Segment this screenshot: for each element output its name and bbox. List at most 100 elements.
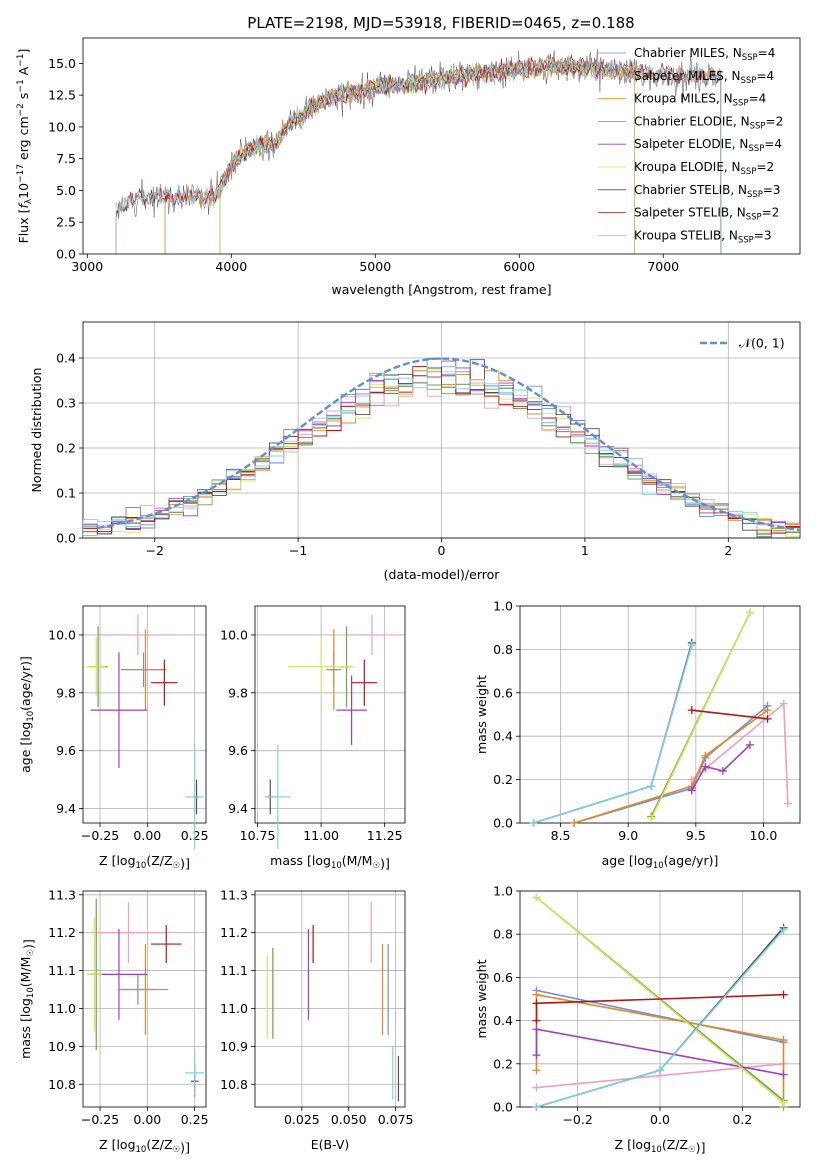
z-age-frame xyxy=(82,605,207,824)
z-age-ytick-label: 9.4 xyxy=(56,801,76,816)
z-weight-marker-salpeter-elodie xyxy=(779,1070,788,1079)
residuals-xtick-label: −1 xyxy=(289,543,307,558)
spectrum-legend: Chabrier MILES, NSSP=4 Salpeter MILES, NS… xyxy=(598,46,783,245)
residuals-frame xyxy=(82,321,801,539)
age-weight-ytick-label: 0.6 xyxy=(493,685,513,700)
spectrum-xtick-label: 4000 xyxy=(215,259,247,274)
z-mass-ylabel: mass [log10(M/M☉)] xyxy=(18,939,36,1059)
mass-age-ytick-label: 9.8 xyxy=(228,685,248,700)
z-weight-xtick-label: −0.2 xyxy=(562,1112,592,1127)
age-weight-line-salpeter-miles xyxy=(691,701,789,804)
legend-label-kroupa-elodie: Kroupa ELODIE, NSSP=2 xyxy=(634,160,774,177)
spectrum-ytick-label: 10.0 xyxy=(48,119,76,134)
z-mass-xtick-label: −0.25 xyxy=(81,1112,119,1127)
spectrum-xtick-label: 7000 xyxy=(647,259,679,274)
z-weight-ytick-label: 1.0 xyxy=(493,884,513,899)
z-mass-xlabel: Z [log10(Z/Z☉)] xyxy=(99,1137,190,1155)
z-age-chart: −0.25 0.00 0.259.49.69.810.0Z [log10(Z/Z☉)… xyxy=(18,605,209,871)
z-weight-marker-salpeter-miles xyxy=(532,1083,541,1092)
ebv-mass-ytick-label: 10.9 xyxy=(220,1039,248,1054)
residuals-ylabel: Normed distribution xyxy=(29,368,44,493)
spectrum-ytick-label: 15.0 xyxy=(48,56,76,71)
age-weight-marker-kroupa-miles xyxy=(763,706,772,715)
residuals-xtick-label: −2 xyxy=(145,543,163,558)
age-weight-ytick-label: 0.2 xyxy=(493,772,513,787)
spectrum-chart: 3000 4000 5000 6000 7000 0.0 2.5 5.0 7.5 10.0 12.5… xyxy=(16,37,801,297)
z-weight-marker-salpeter-elodie xyxy=(532,1025,541,1034)
age-weight-xtick-label: 10.0 xyxy=(750,828,778,843)
z-weight-xtick-label: 0.0 xyxy=(650,1112,670,1127)
z-mass-ytick-label: 11.1 xyxy=(48,963,76,978)
z-weight-xtick-label: 0.2 xyxy=(732,1112,752,1127)
age-weight-marker-salpeter-elodie xyxy=(687,786,696,795)
spectrum-ylabel: Flux [fλ10−17 erg cm−2 s−1 A−1] xyxy=(16,49,34,244)
age-weight-marker-kroupa-miles xyxy=(701,751,710,760)
z-weight-marker-kroupa-miles xyxy=(532,1066,541,1075)
z-weight-marker-kroupa-elodie xyxy=(779,1098,788,1107)
legend-label-kroupa-miles: Kroupa MILES, NSSP=4 xyxy=(634,92,766,109)
z-weight-marker-salpeter-stelib xyxy=(532,999,541,1008)
age-weight-xlabel: age [log10(age/yr)] xyxy=(602,853,719,871)
z-mass-ytick-label: 10.8 xyxy=(48,1077,76,1092)
ebv-mass-ytick-label: 11.2 xyxy=(220,925,248,940)
spectrum-line-salpeter-stelib xyxy=(115,54,722,254)
figure-title: PLATE=2198, MJD=53918, FIBERID=0465, z=0… xyxy=(247,14,634,32)
ebv-mass-grid xyxy=(255,891,405,1107)
z-weight-chart: −0.2 0.0 0.2 0.0 0.2 0.4 0.6 0.8 1.0 Z [log10(Z/Z… xyxy=(474,884,801,1155)
spectrum-xtick-label: 5000 xyxy=(359,259,391,274)
z-weight-ytick-label: 0.6 xyxy=(493,970,513,985)
z-weight-ytick-label: 0.4 xyxy=(493,1013,513,1028)
z-age-ylabel: age [log10(age/yr)] xyxy=(18,656,36,773)
ebv-mass-frame xyxy=(254,890,406,1108)
z-mass-xtick-label: 0.25 xyxy=(181,1112,209,1127)
ebv-mass-ytick-label: 11.0 xyxy=(220,1001,248,1016)
ebv-mass-ytick-label: 11.3 xyxy=(220,887,248,902)
z-weight-marker-kroupa-miles xyxy=(532,990,541,999)
residuals-ytick-label: 0.0 xyxy=(56,531,76,546)
age-weight-ytick-label: 0.4 xyxy=(493,729,513,744)
spectrum-ytick-label: 5.0 xyxy=(56,183,76,198)
z-weight-ytick-label: 0.0 xyxy=(493,1100,513,1115)
z-weight-line-chabrier-miles xyxy=(536,989,784,1043)
mass-age-xlabel: mass [log10(M/M☉)] xyxy=(270,853,390,871)
age-weight-marker-salpeter-stelib xyxy=(763,714,772,723)
z-mass-chart: −0.25 0.00 0.25 10.8 10.9 11.0 11.1 11.2 11.3 Z [… xyxy=(18,887,209,1155)
age-weight-xtick-label: 9.5 xyxy=(686,828,706,843)
residuals-xtick-label: 2 xyxy=(724,543,732,558)
mass-age-frame xyxy=(254,605,406,824)
age-weight-marker-kroupa-stelib xyxy=(529,819,538,827)
z-age-ytick-label: 9.8 xyxy=(56,685,76,700)
z-age-ytick-label: 10.0 xyxy=(48,627,76,642)
ebv-mass-xtick-label: 0.025 xyxy=(284,1112,320,1127)
age-weight-chart: 8.5 9.0 9.5 10.0 0.0 0.2 0.4 0.6 0.8 1.0 age [log1… xyxy=(474,599,801,871)
age-weight-line-kroupa-elodie xyxy=(650,612,751,820)
age-weight-frame xyxy=(519,605,801,824)
mass-age-ytick-label: 9.6 xyxy=(228,743,248,758)
age-weight-marker-kroupa-stelib xyxy=(687,641,696,650)
z-weight-marker-salpeter-stelib xyxy=(532,1016,541,1025)
spectrum-xlabel: wavelength [Angstrom, rest frame] xyxy=(331,282,551,297)
z-mass-ytick-label: 11.3 xyxy=(48,887,76,902)
legend-label-chabrier-elodie: Chabrier ELODIE, NSSP=2 xyxy=(634,114,783,131)
age-weight-marker-kroupa-elodie xyxy=(745,608,754,617)
spectrum-xtick-label: 3000 xyxy=(71,259,103,274)
residuals-xlabel: (data-model)/error xyxy=(384,567,501,582)
z-weight-marker-kroupa-stelib xyxy=(532,1103,541,1111)
residuals-ytick-label: 0.4 xyxy=(56,351,76,366)
age-weight-ylabel: mass weight xyxy=(474,675,489,754)
age-weight-xtick-label: 9.0 xyxy=(618,828,638,843)
z-weight-line-kroupa-elodie xyxy=(535,896,785,1104)
residuals-xtick-label: 1 xyxy=(581,543,589,558)
legend-label-salpeter-miles: Salpeter MILES, NSSP=4 xyxy=(634,69,774,86)
age-weight-marker-kroupa-stelib xyxy=(647,782,656,791)
age-weight-marker-salpeter-stelib xyxy=(687,706,696,715)
age-weight-xtick-label: 8.5 xyxy=(551,828,571,843)
spectrum-ytick-label: 7.5 xyxy=(56,151,76,166)
mass-age-xtick-label: 10.75 xyxy=(240,828,276,843)
spectrum-ytick-label: 2.5 xyxy=(56,215,76,230)
age-weight-line-kroupa-stelib xyxy=(533,644,693,824)
z-weight-marker-salpeter-elodie xyxy=(532,1051,541,1060)
z-weight-marker-salpeter-stelib xyxy=(779,990,788,999)
age-weight-marker-kroupa-elodie xyxy=(647,814,656,823)
